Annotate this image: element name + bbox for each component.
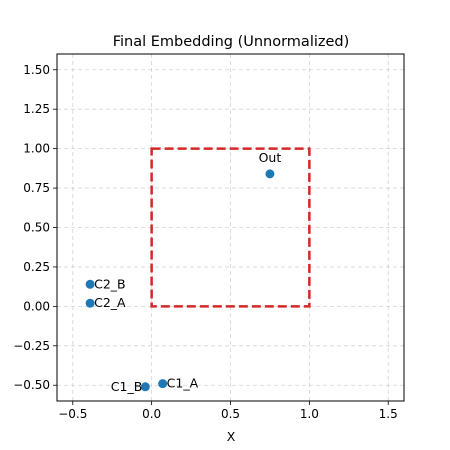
y-tick-label: 1.25	[23, 102, 50, 116]
point-label: C2_A	[94, 295, 126, 310]
point-label: C1_B	[111, 379, 143, 394]
x-tick-label: 1.5	[379, 407, 398, 421]
y-tick-label: 1.00	[23, 142, 50, 156]
highlight-box	[150, 147, 311, 308]
grid	[57, 54, 404, 401]
y-tick-label: 0.50	[23, 221, 50, 235]
point-labels-layer: C1_A C1_B C2_A C2_B Out	[94, 150, 281, 394]
x-tick-label: 1.0	[300, 407, 319, 421]
data-point	[265, 169, 275, 179]
x-tick-label: 0.5	[221, 407, 240, 421]
x-tick-label: −0.5	[58, 407, 87, 421]
data-point	[140, 382, 150, 392]
highlight-box-layer	[150, 147, 311, 308]
y-axis-ticks: −0.50 −0.25 0.00 0.25 0.50 0.75 1.00 1.25 1.50	[13, 63, 57, 392]
x-axis-label: X	[227, 429, 236, 444]
data-point	[85, 279, 95, 289]
point-label: C2_B	[94, 276, 126, 291]
x-axis-ticks: −0.5 0.0 0.5 1.0 1.5	[58, 401, 398, 421]
y-tick-label: 0.75	[23, 181, 50, 195]
y-tick-label: 0.25	[23, 260, 50, 274]
x-tick-label: 0.0	[142, 407, 161, 421]
points-layer	[85, 169, 275, 392]
data-point	[85, 298, 95, 308]
y-tick-label: 0.00	[23, 299, 50, 313]
y-tick-label: −0.50	[13, 378, 50, 392]
point-label: Out	[259, 150, 282, 165]
y-tick-label: −0.25	[13, 339, 50, 353]
y-tick-label: 1.50	[23, 63, 50, 77]
point-label: C1_A	[167, 376, 199, 391]
data-point	[158, 379, 168, 389]
chart-title: Final Embedding (Unnormalized)	[113, 34, 350, 50]
